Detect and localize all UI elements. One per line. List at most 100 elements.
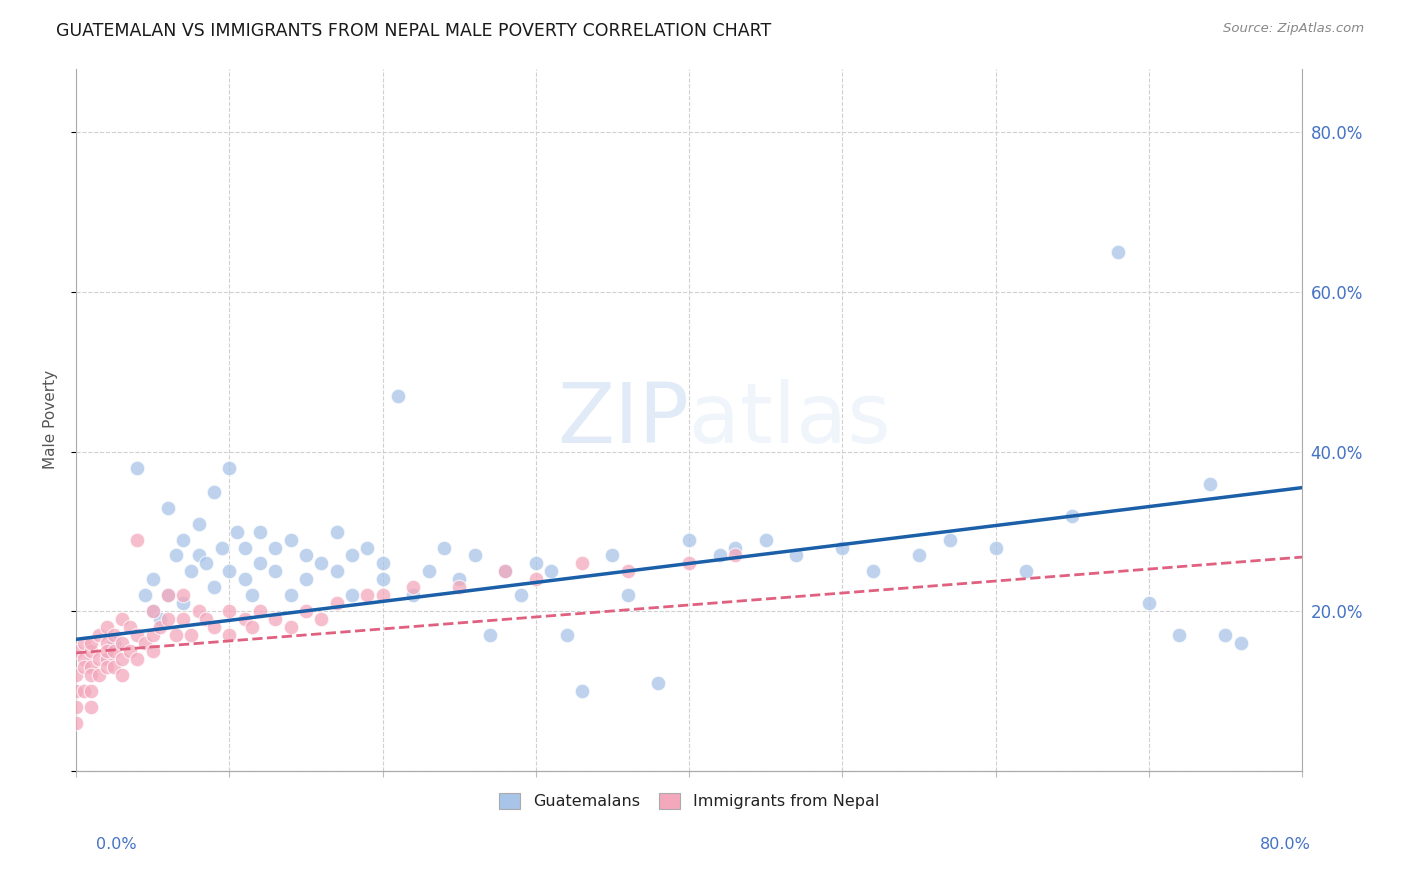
Point [478, 628, 501, 642]
Point [233, 612, 256, 626]
Point [371, 573, 394, 587]
Point [157, 588, 180, 602]
Point [134, 588, 156, 602]
Point [111, 636, 134, 650]
Point [96, 644, 118, 658]
Point [571, 557, 593, 571]
Point [264, 541, 287, 555]
Point [202, 581, 225, 595]
Point [103, 636, 125, 650]
Point [65, 644, 87, 658]
Point [311, 557, 333, 571]
Point [127, 652, 149, 666]
Point [1107, 245, 1129, 260]
Point [80, 636, 103, 650]
Point [1215, 628, 1237, 642]
Point [242, 620, 264, 634]
Point [172, 533, 194, 547]
Point [80, 700, 103, 714]
Point [118, 620, 141, 634]
Point [65, 700, 87, 714]
Point [180, 565, 202, 579]
Point [202, 484, 225, 499]
Point [295, 549, 318, 563]
Point [187, 549, 209, 563]
Point [172, 588, 194, 602]
Point [280, 533, 302, 547]
Point [80, 660, 103, 674]
Point [325, 596, 347, 610]
Point [755, 533, 778, 547]
Point [111, 612, 134, 626]
Text: ZIP: ZIP [557, 379, 689, 460]
Point [233, 541, 256, 555]
Point [103, 644, 125, 658]
Point [242, 588, 264, 602]
Point [127, 533, 149, 547]
Point [89, 668, 111, 682]
Point [142, 628, 165, 642]
Text: Source: ZipAtlas.com: Source: ZipAtlas.com [1223, 22, 1364, 36]
Point [617, 565, 640, 579]
Point [402, 588, 425, 602]
Point [172, 596, 194, 610]
Text: GUATEMALAN VS IMMIGRANTS FROM NEPAL MALE POVERTY CORRELATION CHART: GUATEMALAN VS IMMIGRANTS FROM NEPAL MALE… [56, 22, 772, 40]
Point [134, 636, 156, 650]
Point [96, 620, 118, 634]
Point [96, 660, 118, 674]
Point [540, 565, 562, 579]
Point [96, 652, 118, 666]
Point [602, 549, 624, 563]
Point [157, 612, 180, 626]
Point [111, 668, 134, 682]
Point [218, 565, 240, 579]
Point [195, 612, 218, 626]
Point [180, 628, 202, 642]
Point [678, 557, 700, 571]
Point [249, 557, 271, 571]
Point [709, 549, 731, 563]
Point [356, 541, 378, 555]
Point [295, 604, 318, 618]
Point [724, 549, 747, 563]
Point [280, 620, 302, 634]
Point [678, 533, 700, 547]
Point [908, 549, 931, 563]
Point [111, 652, 134, 666]
Point [149, 620, 172, 634]
Point [295, 573, 318, 587]
Point [647, 676, 669, 690]
Point [325, 565, 347, 579]
Point [96, 636, 118, 650]
Point [172, 612, 194, 626]
Point [142, 573, 165, 587]
Text: atlas: atlas [689, 379, 891, 460]
Point [371, 557, 394, 571]
Point [142, 604, 165, 618]
Point [371, 588, 394, 602]
Point [449, 581, 471, 595]
Point [464, 549, 486, 563]
Point [264, 612, 287, 626]
Point [340, 549, 363, 563]
Point [494, 565, 516, 579]
Point [831, 541, 853, 555]
Text: 0.0%: 0.0% [96, 838, 136, 852]
Point [226, 524, 249, 539]
Point [218, 628, 240, 642]
Point [938, 533, 960, 547]
Point [211, 541, 233, 555]
Point [195, 557, 218, 571]
Point [280, 588, 302, 602]
Point [73, 636, 96, 650]
Point [218, 460, 240, 475]
Point [724, 541, 747, 555]
Point [65, 684, 87, 698]
Point [165, 628, 187, 642]
Point [571, 684, 593, 698]
Point [264, 565, 287, 579]
Point [325, 524, 347, 539]
Point [1062, 508, 1084, 523]
Point [1015, 565, 1038, 579]
Point [233, 573, 256, 587]
